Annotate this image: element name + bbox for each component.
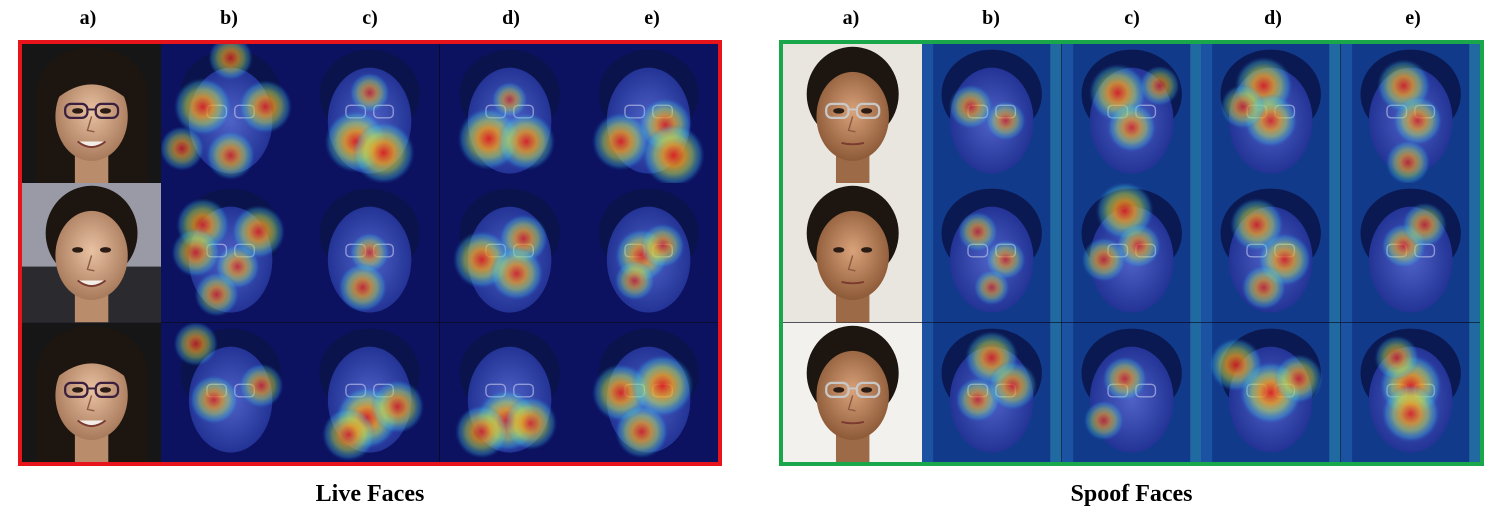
live-faces-image-grid (18, 40, 722, 466)
spoof-row1-col-d-attention-heatmap (1201, 44, 1341, 184)
heatmap-image (300, 44, 440, 184)
live-row2-col-e-attention-heatmap (578, 183, 718, 323)
spoof-row3-col-a-face-image (783, 322, 923, 462)
live-row3-col-e-attention-heatmap (578, 322, 718, 462)
live-row3-col-c-attention-heatmap (300, 322, 440, 462)
heatmap-image (1340, 183, 1480, 323)
live-row1-col-d-attention-heatmap (439, 44, 579, 184)
live-row1-col-a-face-image (22, 44, 162, 184)
live-column-label-e: e) (644, 7, 660, 29)
spoof-faces-panel: a) b) c) d) e) Spoof Faces (779, 0, 1484, 517)
face-photo (783, 322, 923, 462)
live-row3-col-a-face-image (22, 322, 162, 462)
spoof-row2-col-a-face-image (783, 183, 923, 323)
live-column-label-c: c) (362, 7, 378, 29)
spoof-faces-caption: Spoof Faces (1070, 481, 1193, 507)
spoof-row1-col-a-face-image (783, 44, 923, 184)
live-row2-col-d-attention-heatmap (439, 183, 579, 323)
face-photo (783, 183, 923, 323)
heatmap-image (922, 44, 1062, 184)
live-faces-caption: Live Faces (315, 481, 425, 507)
spoof-row1-col-b-attention-heatmap (922, 44, 1062, 184)
spoof-row1-col-c-attention-heatmap (1061, 44, 1202, 184)
heatmap-image (578, 322, 718, 462)
heatmap-image (922, 322, 1062, 462)
spoof-row1-col-e-attention-heatmap (1340, 44, 1480, 184)
heatmap-image (161, 183, 301, 323)
heatmap-image (922, 183, 1062, 323)
spoof-column-label-e: e) (1405, 7, 1421, 29)
spoof-row3-col-d-attention-heatmap (1201, 322, 1341, 462)
live-row3-col-d-attention-heatmap (439, 322, 579, 462)
spoof-row2-col-e-attention-heatmap (1340, 183, 1480, 323)
spoof-row2-col-c-attention-heatmap (1061, 183, 1202, 323)
face-photo (22, 183, 162, 323)
heatmap-image (1340, 322, 1480, 462)
heatmap-image (1061, 183, 1202, 323)
heatmap-image (1061, 322, 1202, 462)
heatmap-image (300, 322, 440, 462)
spoof-column-label-d: d) (1264, 7, 1282, 29)
spoof-column-label-b: b) (982, 7, 1000, 29)
live-column-label-a: a) (79, 7, 97, 29)
spoof-column-label-c: c) (1124, 7, 1140, 29)
heatmap-image (578, 183, 718, 323)
spoof-column-labels: a) b) c) d) e) (779, 4, 1484, 36)
heatmap-image (439, 183, 579, 323)
live-row2-col-c-attention-heatmap (300, 183, 440, 323)
face-photo (22, 322, 162, 462)
live-column-labels: a) b) c) d) e) (18, 4, 722, 36)
spoof-row3-col-c-attention-heatmap (1061, 322, 1202, 462)
live-column-label-d: d) (502, 7, 520, 29)
spoof-row3-col-b-attention-heatmap (922, 322, 1062, 462)
heatmap-image (1201, 44, 1341, 184)
heatmap-image (439, 322, 579, 462)
heatmap-image (300, 183, 440, 323)
live-row3-col-b-attention-heatmap (161, 322, 301, 462)
live-column-label-b: b) (220, 7, 238, 29)
heatmap-image (1201, 183, 1341, 323)
spoof-faces-image-grid (779, 40, 1484, 466)
face-photo (783, 44, 923, 184)
live-row2-col-a-face-image (22, 183, 162, 323)
spoof-row2-col-b-attention-heatmap (922, 183, 1062, 323)
live-row1-col-e-attention-heatmap (578, 44, 718, 184)
live-faces-panel: a) b) c) d) e) Live Faces (18, 0, 722, 517)
spoof-column-label-a: a) (842, 7, 860, 29)
live-row2-col-b-attention-heatmap (161, 183, 301, 323)
live-row1-col-c-attention-heatmap (300, 44, 440, 184)
heatmap-image (161, 322, 301, 462)
heatmap-image (161, 44, 301, 184)
live-row1-col-b-attention-heatmap (161, 44, 301, 184)
spoof-row3-col-e-attention-heatmap (1340, 322, 1480, 462)
heatmap-image (1061, 44, 1202, 184)
face-photo (22, 44, 162, 184)
heatmap-image (1201, 322, 1341, 462)
heatmap-image (1340, 44, 1480, 184)
heatmap-image (578, 44, 718, 184)
spoof-row2-col-d-attention-heatmap (1201, 183, 1341, 323)
heatmap-image (439, 44, 579, 184)
